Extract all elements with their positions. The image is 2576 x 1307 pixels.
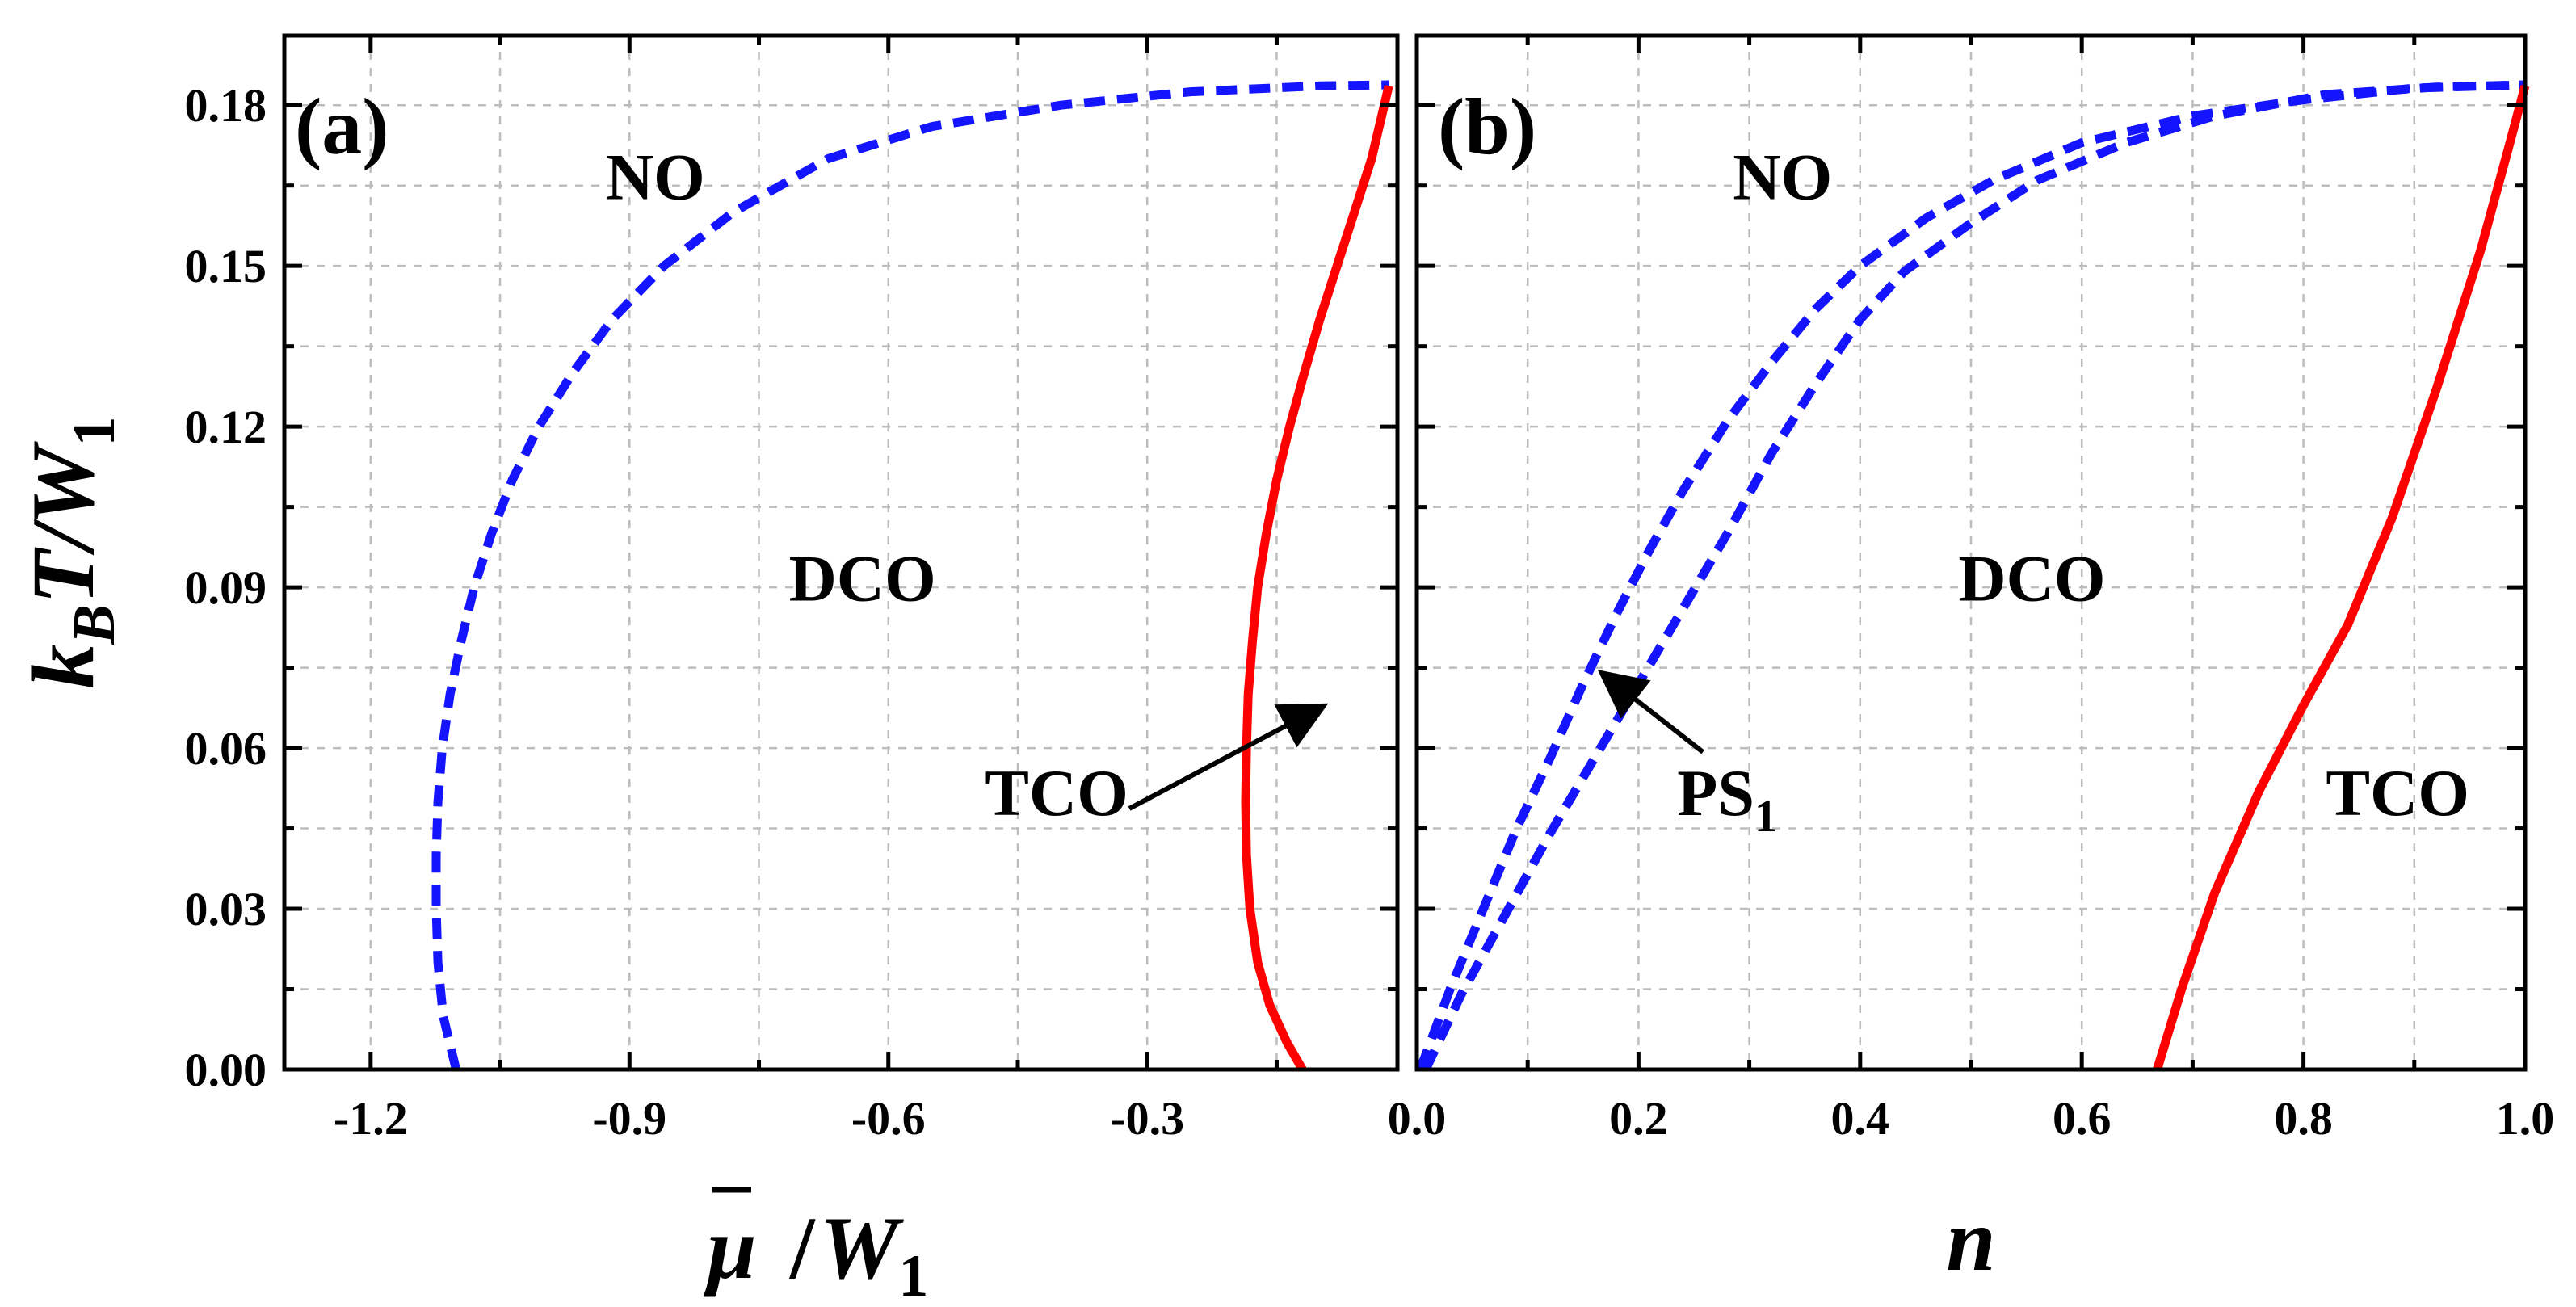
x-tick-label: -0.3	[1110, 1092, 1184, 1145]
series-line	[1422, 80, 2526, 1072]
y-axis-title-k: k	[14, 644, 112, 688]
panel-a-series	[431, 80, 1393, 1072]
panel-a-annotations: NO DCO TCO	[606, 140, 1329, 830]
region-label-text: NO	[1733, 140, 1832, 213]
panel-b-x-axis-title: n	[1946, 1191, 1995, 1289]
y-axis-title-text: kBT/W1	[14, 417, 128, 689]
region-label: TCO	[985, 756, 1128, 830]
panel-b-ticks: 0.0 0.2 0.4 0.6 0.8 1.0	[1388, 36, 2555, 1145]
region-label: NO	[1733, 140, 1832, 213]
x-tick-label: 0.6	[2053, 1092, 2112, 1145]
region-label: DCO	[789, 542, 936, 616]
y-axis-title: kBT/W1	[14, 417, 128, 689]
y-tick-label: 0.00	[185, 1044, 267, 1096]
y-tick-label: 0.03	[185, 883, 267, 935]
region-label-text: DCO	[1958, 542, 2105, 616]
panel-a-ticks: -1.2 -0.9 -0.6 -0.3 0.00 0.03 0.06 0.09 0.12 0.15…	[185, 36, 1397, 1145]
x-tick-label: -1.2	[334, 1092, 408, 1145]
panel-a-x-axis-title: μ /W1	[703, 1187, 928, 1307]
region-label: NO	[606, 140, 705, 213]
y-tick-label: 0.09	[185, 561, 267, 614]
y-axis-title-sub: 1	[61, 417, 128, 447]
panel-b-plot: 0.0 0.2 0.4 0.6 0.8 1.0 NO DCO TCO PS1 (b)	[1388, 33, 2555, 1145]
region-label-text: PS	[1677, 756, 1754, 830]
region-label-text: DCO	[789, 542, 936, 616]
region-label-text: NO	[606, 140, 705, 213]
panel-a-x-axis-sub: 1	[898, 1243, 928, 1307]
y-tick-label: 0.12	[185, 401, 267, 453]
annotation-arrow	[1597, 670, 1705, 754]
panel-a-gridlines	[284, 36, 1397, 1070]
region-label-text: TCO	[985, 756, 1128, 830]
x-tick-label: 0.0	[1388, 1092, 1447, 1145]
region-label: PS1	[1677, 756, 1777, 842]
region-label: TCO	[2326, 756, 2469, 830]
y-tick-label: 0.18	[185, 79, 267, 132]
panel-a-frame	[282, 33, 1400, 1072]
panel-a-x-axis-slash: /	[788, 1199, 816, 1297]
region-label-text: TCO	[2326, 756, 2469, 830]
y-axis-title-rest: T/W	[14, 440, 112, 604]
panel-a-plot: -1.2 -0.9 -0.6 -0.3 0.00 0.03 0.06 0.09 0.12 0.15…	[185, 33, 1400, 1145]
series-line	[1415, 80, 2526, 1071]
x-tick-label: 1.0	[2496, 1092, 2555, 1145]
x-tick-label: 0.2	[1609, 1092, 1668, 1145]
x-tick-label: -0.9	[592, 1092, 666, 1145]
annotation-arrow	[1128, 703, 1329, 811]
y-axis-title-k-sub: B	[61, 604, 128, 645]
panel-a-x-axis-W: W	[820, 1199, 905, 1297]
y-tick-label: 0.06	[185, 722, 267, 775]
series-line	[1241, 85, 1393, 1072]
x-tick-label: 0.8	[2274, 1092, 2333, 1145]
panel-b-gridlines	[1417, 36, 2525, 1070]
series-line	[2153, 84, 2530, 1071]
panel-b-series	[1415, 80, 2530, 1072]
region-label: DCO	[1958, 542, 2105, 616]
y-tick-label: 0.15	[185, 240, 267, 292]
panel-a-x-axis-mu: μ	[703, 1199, 756, 1297]
region-label-sub: 1	[1754, 792, 1777, 842]
x-tick-label: -0.6	[851, 1092, 926, 1145]
panel-a-x-axis-rest: /W1	[788, 1199, 928, 1307]
panel-a-label: (a)	[295, 82, 389, 171]
panel-b-label: (b)	[1438, 82, 1536, 171]
panel-b-annotations: NO DCO TCO PS1	[1597, 140, 2469, 842]
series-line	[431, 80, 1389, 1071]
x-tick-label: 0.4	[1831, 1092, 1890, 1145]
